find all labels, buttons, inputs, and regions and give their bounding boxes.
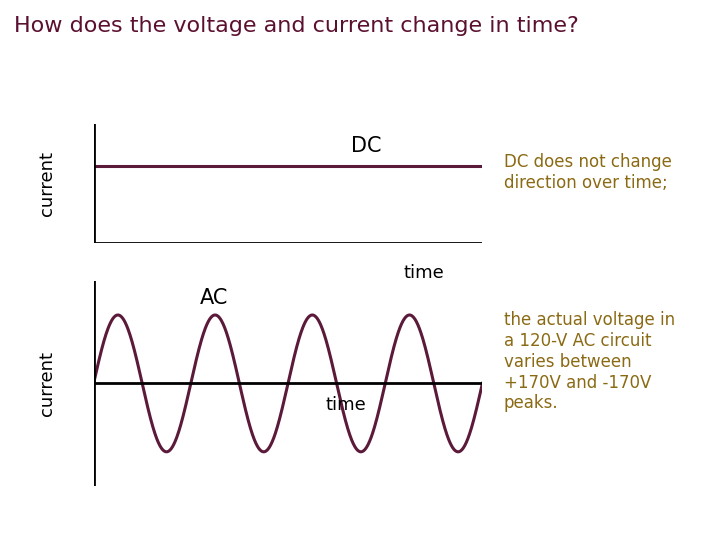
Text: DC does not change
direction over time;: DC does not change direction over time; bbox=[504, 153, 672, 192]
Text: current: current bbox=[38, 151, 56, 216]
Text: AC: AC bbox=[200, 288, 228, 308]
Text: the actual voltage in
a 120-V AC circuit
varies between
+170V and -170V
peaks.: the actual voltage in a 120-V AC circuit… bbox=[504, 311, 675, 413]
Text: DC: DC bbox=[351, 136, 381, 156]
Text: How does the voltage and current change in time?: How does the voltage and current change … bbox=[14, 16, 579, 36]
Text: time: time bbox=[404, 265, 444, 282]
Text: current: current bbox=[38, 351, 56, 416]
Text: time: time bbox=[326, 396, 366, 414]
